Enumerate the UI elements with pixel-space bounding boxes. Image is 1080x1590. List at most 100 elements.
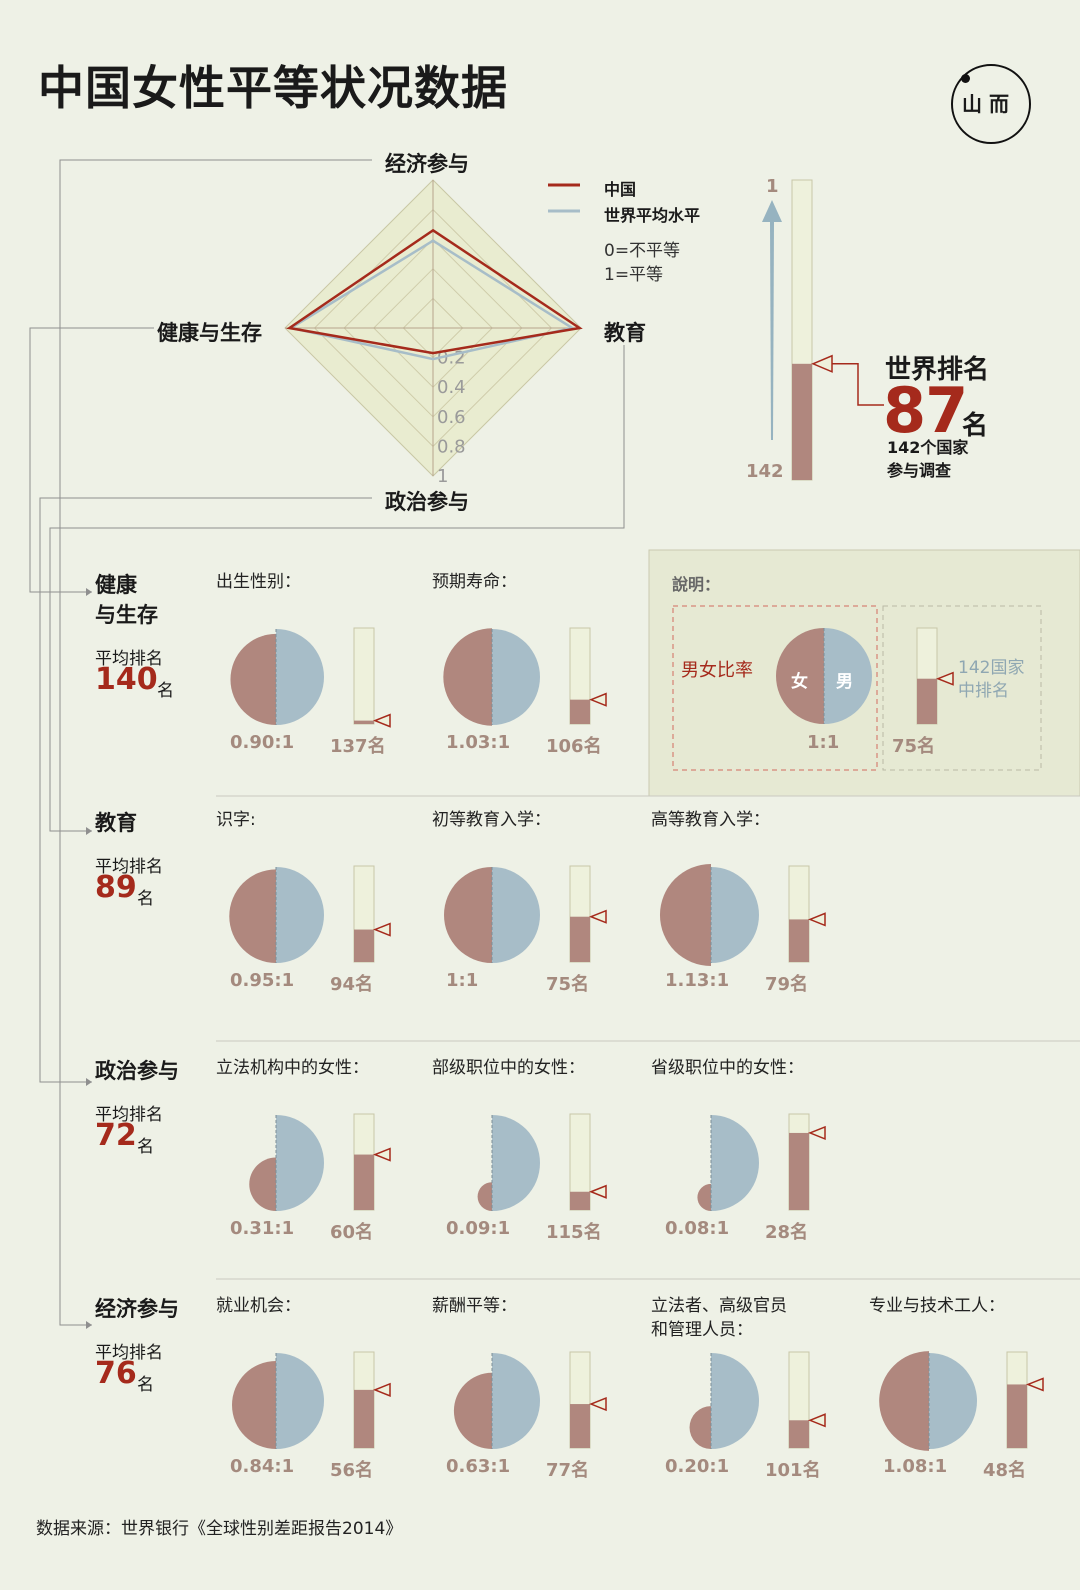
section-1-avg-label: 平均排名 [95,857,163,877]
world-rank-heading: 世界排名 [885,355,990,385]
legend-note-0: 0=不平等 [604,241,681,261]
section-2-metric-2-bar-marker [807,1125,826,1141]
legend-china: 中国 [604,180,637,199]
connector-arrow-2 [86,1078,92,1086]
page-title: 中国女性平等状况数据 [38,61,508,115]
section-3-metric-1-bar-fill [570,1404,590,1448]
section-3-avg-unit: 名 [137,1375,154,1395]
section-1-metric-2-bar-fill [789,919,809,962]
legend-box-bar-marker [935,671,954,686]
section-0-name-1: 与生存 [95,603,158,627]
section-3-metric-0-rank: 56名 [330,1460,374,1481]
section-0-metric-0-bar-fill [354,720,374,724]
section-3-metric-2-ratio: 0.20:1 [665,1456,730,1477]
section-2-avg-label: 平均排名 [95,1105,163,1125]
section-3-avg-label: 平均排名 [95,1343,163,1363]
section-0-metric-1-rank: 106名 [546,736,602,757]
section-1-metric-0-pie-female [229,869,276,963]
section-1-metric-0-rank: 94名 [330,974,374,995]
legend-box-ratio-value: 1:1 [807,732,840,753]
section-3-metric-2-rank: 101名 [765,1460,821,1481]
section-2-metric-2-label-0: 省级职位中的女性： [651,1058,804,1078]
legend-box-ratio-label: 男女比率 [681,660,753,681]
section-0-metric-0-rank: 137名 [330,736,386,757]
section-3-name-0: 经济参与 [95,1297,179,1321]
section-3-metric-2-bar-fill [789,1420,809,1448]
section-2-name-0: 政治参与 [95,1059,179,1083]
logo-text: 山 而 [962,92,1009,116]
section-0-metric-1-pie-male [492,629,540,725]
section-3-metric-2-pie-male [711,1353,759,1449]
section-3-metric-3-label-0: 专业与技术工人： [869,1296,1005,1316]
logo-dot-icon [961,74,970,83]
section-3-metric-1-pie-male [492,1353,540,1449]
legend-note-1: 1=平等 [604,265,664,285]
world-rank-leader [832,363,884,406]
world-rank-bar-fill [792,363,812,480]
rank-scale-bottom: 142 [746,461,784,482]
section-1-metric-2-pie-female [659,863,711,967]
arrow-up-icon [762,200,782,222]
section-0-metric-1-label-0: 预期寿命： [432,572,517,592]
radar-series-1 [287,239,576,361]
section-2-metric-1-label-0: 部级职位中的女性： [432,1058,585,1078]
section-3-metric-0-pie-female [232,1361,276,1449]
world-rank-unit: 名 [962,411,989,441]
legend-box-ratio-frame [672,605,878,771]
section-2-metric-1-pie-female [477,1182,492,1211]
section-3-avg-rank: 76 [95,1356,137,1391]
section-1-metric-1-pie-female [444,867,492,963]
radar-tick-label-4: 1 [437,466,448,487]
section-0-avg-rank: 140 [95,662,158,697]
section-1-metric-0-bar-marker [372,922,391,937]
section-1-metric-0-ratio: 0.95:1 [230,970,295,991]
section-2-metric-0-bar-fill [354,1154,374,1210]
section-3-metric-3-pie-female [879,1351,929,1451]
section-2-avg-unit: 名 [137,1137,154,1157]
section-3-metric-0-ratio: 0.84:1 [230,1456,295,1477]
legend-box-bar-fill [917,678,937,724]
section-2-metric-1-pie-male [492,1115,540,1211]
section-3-metric-1-bar-marker [588,1396,607,1412]
connector-education [49,345,625,832]
section-3-metric-0-bar-marker [372,1382,391,1397]
section-1-avg-rank: 89 [95,870,137,905]
section-0-metric-0-ratio: 0.90:1 [230,732,295,753]
legend-box-pie-male [824,628,872,724]
source-note: 数据来源：世界银行《全球性别差距报告2014》 [36,1519,403,1539]
section-0-metric-0-label-0: 出生性别： [216,572,301,592]
radar-axis-politics: 政治参与 [385,490,469,514]
radar-tick-label-1: 0.4 [437,377,466,398]
world-rank-marker [811,354,833,373]
section-0-avg-label: 平均排名 [95,649,163,669]
legend-box-pie-female [776,628,824,724]
section-1-metric-1-bar-marker [588,909,607,924]
section-2-metric-1-bar-marker [588,1184,607,1199]
section-1-metric-1-label-0: 初等教育入学： [432,810,551,830]
section-3-metric-0-bar-fill [354,1389,374,1448]
legend-box-female: 女 [791,672,808,692]
section-2-metric-0-pie-male [276,1115,324,1211]
section-2-metric-2-pie-male [711,1115,759,1211]
connector-politics [39,497,372,1083]
legend-box-rank-value: 75名 [892,736,936,757]
radar-series-0 [286,228,583,355]
section-3-metric-3-pie-male [929,1353,977,1449]
section-0-metric-1-bar-marker [588,692,607,707]
section-3-metric-3-rank: 48名 [983,1460,1027,1481]
section-2-metric-2-bar-fill [789,1132,809,1210]
section-1-metric-2-pie-male [711,867,759,963]
section-2-metric-0-label-0: 立法机构中的女性： [216,1058,369,1078]
section-2-metric-0-pie-female [249,1157,276,1211]
radar-tick-label-3: 0.8 [437,436,466,457]
section-2-metric-1-ratio: 0.09:1 [446,1218,511,1239]
radar-axis-education: 教育 [604,321,646,345]
section-3-metric-0-pie-male [276,1353,324,1449]
section-3-metric-1-pie-female [453,1372,492,1449]
section-0-metric-0-bar-track [353,627,375,725]
section-2-metric-2-rank: 28名 [765,1222,809,1243]
radar-axis-economy: 经济参与 [385,152,469,176]
section-1-metric-0-bar-fill [354,929,374,962]
